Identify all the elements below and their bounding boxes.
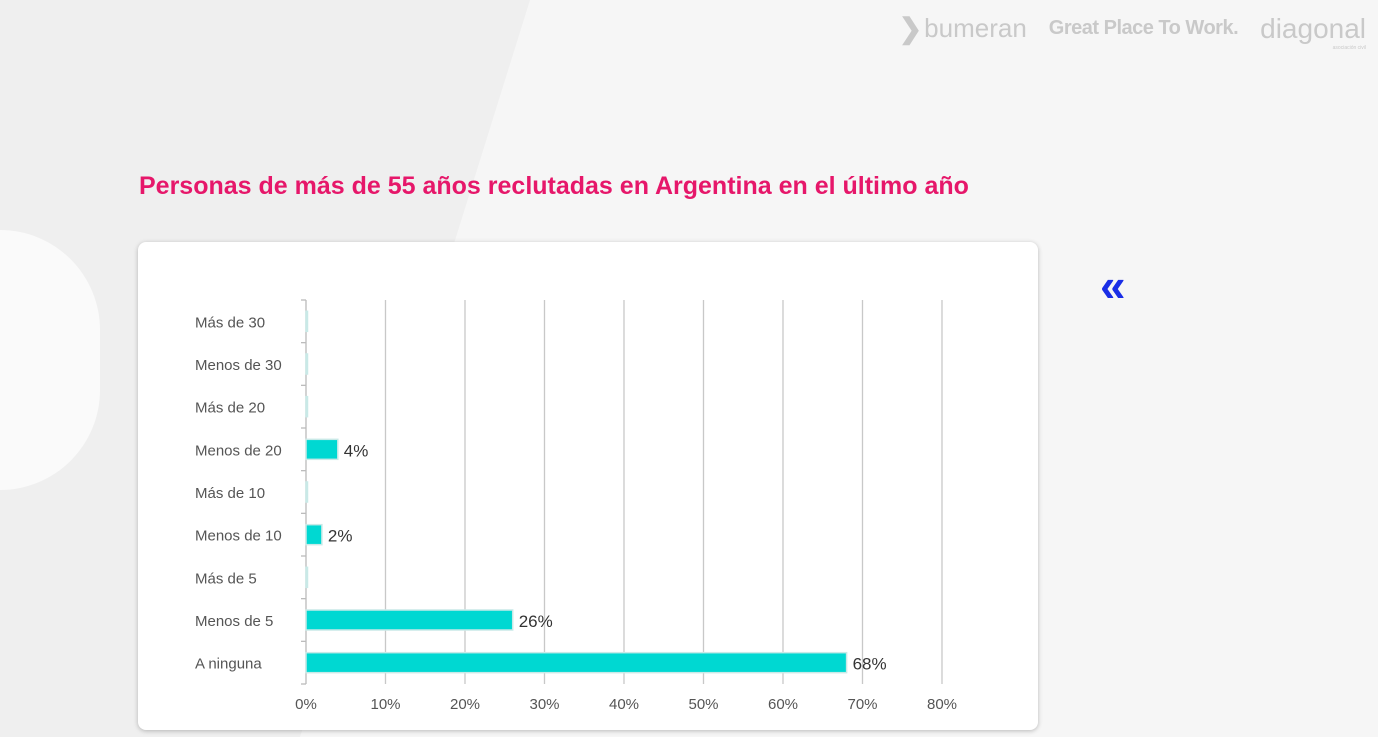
diagonal-subtext: asociación civil [1332, 44, 1366, 51]
x-tick-label: 80% [927, 696, 957, 713]
data-label: 4% [344, 441, 369, 460]
x-tick-label: 60% [768, 696, 798, 713]
y-tick-label: Menos de 30 [195, 357, 282, 374]
bar [305, 481, 309, 503]
page-title: Personas de más de 55 años reclutadas en… [139, 172, 969, 200]
y-tick-label: Más de 30 [195, 314, 265, 331]
bar [305, 609, 514, 631]
x-tick-label: 20% [450, 696, 480, 713]
y-tick-label: A ninguna [195, 656, 262, 673]
data-label: 2% [328, 527, 353, 546]
bumeran-text: bumeran [924, 13, 1027, 43]
y-tick-label: Más de 20 [195, 400, 265, 417]
data-label: 26% [519, 612, 553, 631]
gptw-logo: Great Place To Work. [1048, 17, 1239, 39]
x-tick-label: 0% [295, 696, 317, 713]
diagonal-text: diagonal [1260, 12, 1366, 44]
data-label: 68% [853, 655, 887, 674]
x-tick-label: 30% [529, 696, 559, 713]
partner-logos: ❯ bumeran Great Place To Work. diagonal as… [899, 12, 1366, 51]
x-tick-label: 70% [847, 696, 877, 713]
x-tick-label: 50% [688, 696, 718, 713]
bar [305, 523, 323, 546]
bar [305, 353, 309, 375]
x-tick-label: 40% [609, 696, 639, 713]
back-button[interactable]: « [1100, 262, 1126, 308]
y-tick-label: Menos de 10 [195, 528, 282, 545]
y-tick-label: Menos de 20 [195, 442, 282, 459]
bar-chart: 0% 10% 20% 30% 40% 50% 60% 70% 80% Más de 30 Menos… [195, 299, 957, 713]
y-tick-label: Más de 10 [195, 485, 265, 502]
bumeran-chevron-icon: ❯ [898, 13, 923, 44]
chart-card: 0% 10% 20% 30% 40% 50% 60% 70% 80% Más de 30 Menos… [138, 242, 1038, 730]
bar [305, 651, 848, 674]
double-chevron-left-icon: « [1100, 259, 1126, 311]
bar [305, 566, 309, 589]
bumeran-logo: ❯ bumeran [899, 12, 1027, 45]
bar [305, 310, 309, 333]
y-tick-label: Menos de 5 [195, 613, 273, 630]
y-tick-label: Más de 5 [195, 570, 257, 587]
x-tick-label: 10% [370, 696, 400, 713]
bar [305, 438, 339, 461]
diagonal-logo: diagonal asociación civil [1260, 12, 1366, 51]
bar [305, 395, 309, 418]
